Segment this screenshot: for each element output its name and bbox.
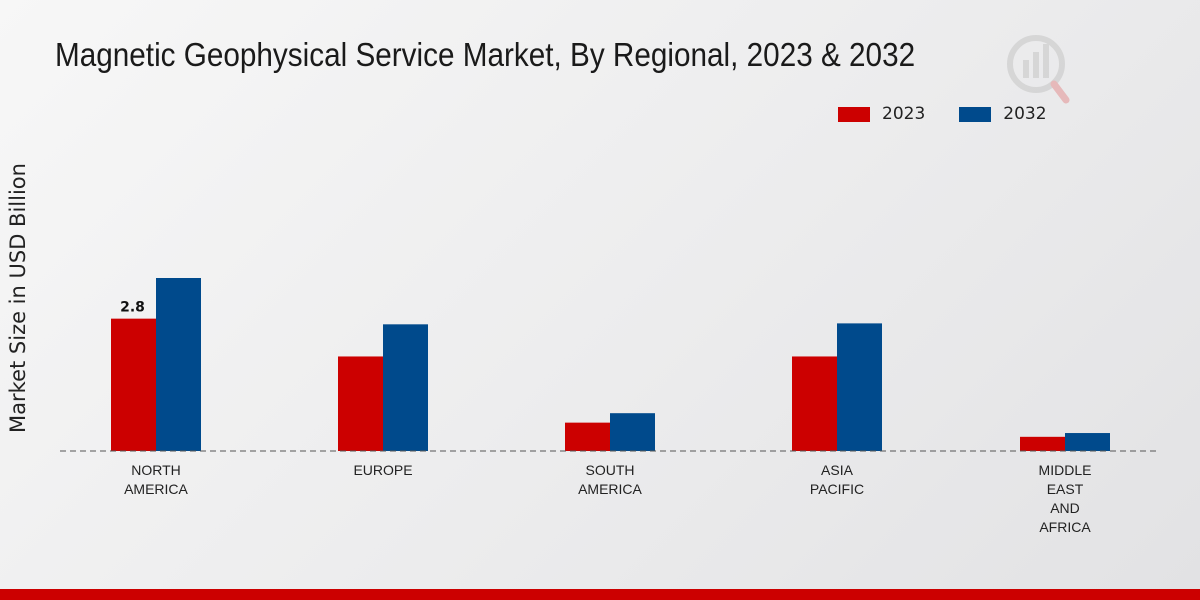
x-tick-label-line: SOUTH bbox=[586, 462, 635, 478]
bar-2023-3 bbox=[792, 356, 837, 451]
x-tick-label-line: MIDDLE bbox=[1039, 462, 1092, 478]
legend-swatch-2023 bbox=[838, 106, 870, 122]
data-label-0: 2.8 bbox=[120, 300, 145, 316]
x-tick-label-line: EAST bbox=[1047, 481, 1084, 497]
chart-legend: 2023 2032 bbox=[838, 104, 1081, 124]
x-tick-label-4: MIDDLE EAST AND AFRICA bbox=[1039, 462, 1092, 535]
bar-2023-4 bbox=[1020, 436, 1065, 451]
bottom-accent-bar bbox=[0, 589, 1200, 600]
bar-2032-0 bbox=[156, 278, 201, 451]
x-tick-label-line: PACIFIC bbox=[810, 481, 864, 497]
legend-swatch-2032 bbox=[959, 106, 992, 122]
x-tick-label-line: NORTH bbox=[131, 462, 181, 478]
x-tick-label-1: EUROPE bbox=[353, 462, 412, 478]
bar-2032-3 bbox=[837, 323, 882, 451]
x-tick-label-0: NORTH AMERICA bbox=[124, 462, 188, 497]
x-tick-label-line: AMERICA bbox=[124, 481, 188, 497]
legend-item-2023: 2023 bbox=[838, 104, 925, 124]
x-tick-label-3: ASIA PACIFIC bbox=[810, 462, 864, 497]
bar-2032-2 bbox=[610, 413, 655, 451]
brand-logo-icon bbox=[1007, 35, 1070, 104]
x-tick-label-line: ASIA bbox=[821, 462, 854, 478]
legend-item-2032: 2032 bbox=[959, 104, 1047, 124]
bar-2032-4 bbox=[1065, 433, 1110, 451]
bar-2032-1 bbox=[383, 324, 428, 451]
chart-title: Magnetic Geophysical Service Market, By … bbox=[55, 36, 916, 73]
x-tick-label-line: EUROPE bbox=[353, 462, 412, 478]
x-tick-label-line: AND bbox=[1050, 500, 1080, 516]
x-tick-label-line: AMERICA bbox=[578, 481, 642, 497]
x-tick-label-line: AFRICA bbox=[1039, 519, 1091, 535]
bar-2023-1 bbox=[338, 356, 383, 451]
x-tick-label-2: SOUTH AMERICA bbox=[578, 462, 642, 497]
bar-2023-2 bbox=[565, 422, 610, 451]
legend-label-2032: 2032 bbox=[1003, 104, 1047, 124]
bar-2023-0 bbox=[111, 318, 156, 451]
legend-label-2023: 2023 bbox=[882, 104, 926, 124]
